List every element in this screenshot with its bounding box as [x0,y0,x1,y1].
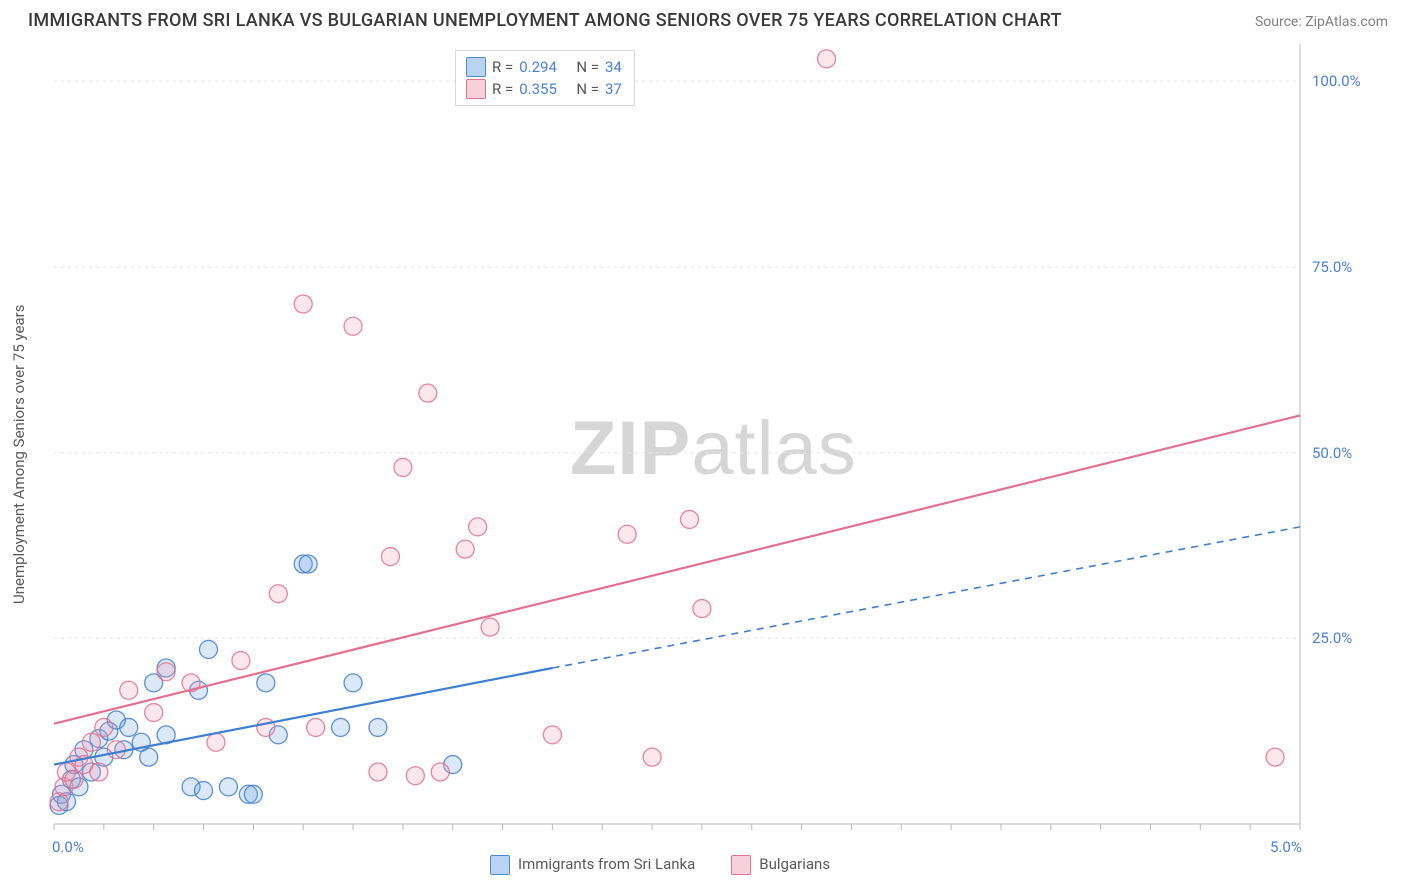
legend-r-value: 0.294 [519,56,557,78]
data-point-bulgarians [481,618,499,636]
data-point-sri_lanka [244,785,262,803]
data-point-bulgarians [643,748,661,766]
data-point-bulgarians [82,733,100,751]
data-point-bulgarians [294,295,312,313]
data-point-bulgarians [419,384,437,402]
data-point-sri_lanka [344,674,362,692]
data-point-bulgarians [257,718,275,736]
data-point-sri_lanka [299,555,317,573]
legend-item-sri_lanka: Immigrants from Sri Lanka [490,855,695,875]
data-point-bulgarians [543,726,561,744]
data-point-bulgarians [145,704,163,722]
data-point-bulgarians [157,663,175,681]
legend-stat-bulgarians: R = 0.355 N = 37 [466,78,622,100]
data-point-bulgarians [618,525,636,543]
trend-line-dash-sri_lanka [552,527,1300,668]
data-point-bulgarians [307,718,325,736]
data-point-bulgarians [369,763,387,781]
x-tick-label: 5.0% [1270,838,1302,856]
data-point-sri_lanka [200,640,218,658]
legend-stat-sri_lanka: R = 0.294 N = 34 [466,56,622,78]
data-point-bulgarians [344,317,362,335]
legend-swatch-bulgarians [466,79,486,99]
data-point-bulgarians [680,510,698,528]
data-point-bulgarians [693,600,711,618]
data-point-bulgarians [90,763,108,781]
legend-item-bulgarians: Bulgarians [731,855,830,875]
series-legend: Immigrants from Sri Lanka Bulgarians [490,855,830,875]
data-point-sri_lanka [257,674,275,692]
data-point-bulgarians [232,652,250,670]
legend-r-label: R = [492,78,513,100]
legend-swatch-sri_lanka [466,57,486,77]
y-tick-label: 75.0% [1312,258,1352,276]
data-point-bulgarians [406,767,424,785]
data-point-sri_lanka [195,782,213,800]
data-point-bulgarians [1266,748,1284,766]
y-tick-label: 25.0% [1312,629,1352,647]
legend-n-label: N = [576,78,599,100]
data-point-bulgarians [120,681,138,699]
legend-swatch-sri_lanka [490,855,510,875]
data-point-bulgarians [207,733,225,751]
legend-n-value: 37 [605,78,622,100]
data-point-bulgarians [469,518,487,536]
data-point-bulgarians [95,718,113,736]
correlation-legend: R = 0.294 N = 34 R = 0.355 N = 37 [455,50,635,106]
data-point-sri_lanka [120,718,138,736]
data-point-bulgarians [431,763,449,781]
x-tick-label: 0.0% [52,838,84,856]
legend-label-bulgarians: Bulgarians [759,855,830,873]
data-point-bulgarians [818,50,836,68]
legend-r-value: 0.355 [519,78,557,100]
data-point-bulgarians [381,548,399,566]
legend-n-value: 34 [605,56,622,78]
data-point-bulgarians [107,741,125,759]
data-point-bulgarians [269,585,287,603]
legend-swatch-bulgarians [731,855,751,875]
y-tick-label: 100.0% [1312,72,1361,90]
data-point-bulgarians [456,540,474,558]
legend-label-sri_lanka: Immigrants from Sri Lanka [518,855,695,873]
legend-n-label: N = [576,56,599,78]
y-tick-label: 50.0% [1312,444,1352,462]
scatter-plot [0,0,1406,892]
data-point-sri_lanka [219,778,237,796]
data-point-sri_lanka [332,718,350,736]
data-point-bulgarians [394,458,412,476]
data-point-sri_lanka [369,718,387,736]
legend-r-label: R = [492,56,513,78]
data-point-sri_lanka [140,748,158,766]
trend-line-bulgarians [54,415,1300,723]
